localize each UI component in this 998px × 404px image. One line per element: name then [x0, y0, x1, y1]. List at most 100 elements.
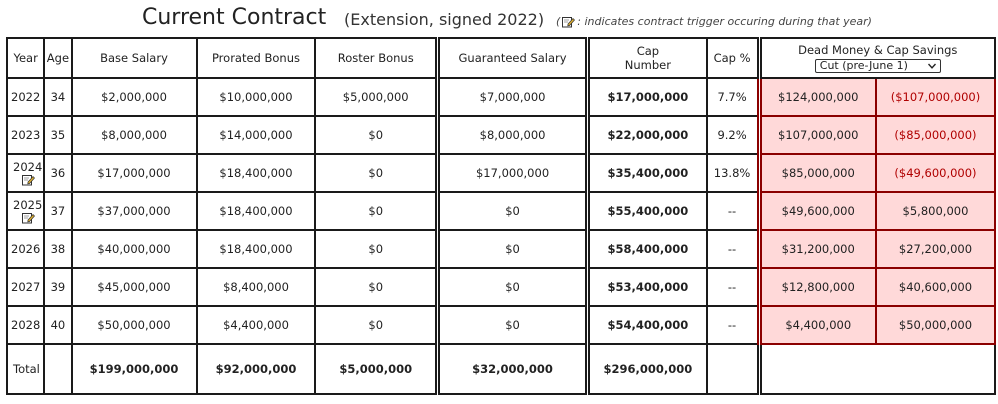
trigger-legend: ( : indicates contract trigger occuring … — [556, 15, 872, 28]
cap-pct-cell: -- — [705, 305, 761, 345]
header-cap-number: Cap Number — [585, 37, 708, 79]
roster-bonus-cell: $0 — [314, 153, 439, 193]
cap-savings-cell: $40,600,000 — [874, 267, 997, 307]
roster-bonus-cell: $0 — [314, 305, 439, 345]
cap-pct-cell: 13.8% — [705, 153, 761, 193]
table-header-row: Year Age Base Salary Prorated Bonus Rost… — [5, 37, 996, 79]
prorated-bonus-cell: $10,000,000 — [195, 77, 317, 117]
totals-age-cell — [43, 343, 73, 395]
cut-type-select-value: Cut (pre-June 1) — [819, 59, 908, 73]
base-salary-cell: $2,000,000 — [70, 77, 198, 117]
cap-pct-cell: 7.7% — [705, 77, 761, 117]
cap-savings-cell: ($85,000,000) — [874, 115, 997, 155]
dead-money-cell: $31,200,000 — [756, 229, 877, 269]
year-value: 2024 — [13, 159, 43, 174]
header-base-salary: Base Salary — [70, 37, 198, 79]
cap-pct-cell: -- — [705, 229, 761, 269]
guaranteed-salary-cell: $8,000,000 — [434, 115, 589, 155]
cap-number-cell: $35,400,000 — [585, 153, 708, 193]
prorated-bonus-cell: $18,400,000 — [195, 153, 317, 193]
title-row: Current Contract (Extension, signed 2022… — [0, 0, 998, 36]
year-cell: 2023 — [5, 115, 46, 155]
prorated-bonus-cell: $14,000,000 — [195, 115, 317, 155]
table-row: 2028 40 $50,000,000 $4,400,000 $0 $0 $54,400,0… — [5, 305, 997, 345]
dead-money-title: Dead Money & Cap Savings — [798, 42, 958, 57]
header-guaranteed-salary: Guaranteed Salary — [434, 37, 589, 79]
age-cell: 34 — [43, 77, 73, 117]
cap-number-cell: $54,400,000 — [585, 305, 708, 345]
header-cap-pct: Cap % — [705, 37, 761, 79]
age-cell: 40 — [43, 305, 73, 345]
guaranteed-salary-cell: $0 — [434, 305, 589, 345]
cap-number-cell: $53,400,000 — [585, 267, 708, 307]
totals-label: Total — [5, 343, 46, 395]
cap-number-cell: $22,000,000 — [585, 115, 708, 155]
roster-bonus-cell: $0 — [314, 115, 439, 155]
prorated-bonus-cell: $8,400,000 — [195, 267, 317, 307]
table-row: 2023 35 $8,000,000 $14,000,000 $0 $8,000,000 $… — [5, 115, 997, 155]
dead-money-cell: $12,800,000 — [756, 267, 877, 307]
cap-savings-cell: $50,000,000 — [874, 305, 997, 345]
cap-savings-cell: $5,800,000 — [874, 191, 997, 231]
header-cap-number-line2: Number — [624, 58, 671, 72]
base-salary-cell: $8,000,000 — [70, 115, 198, 155]
guaranteed-salary-cell: $7,000,000 — [434, 77, 589, 117]
totals-prorated-bonus: $92,000,000 — [195, 343, 317, 395]
legend-text: : indicates contract trigger occuring du… — [577, 15, 872, 28]
roster-bonus-cell: $0 — [314, 229, 439, 269]
header-year: Year — [5, 37, 46, 79]
totals-roster-bonus: $5,000,000 — [314, 343, 439, 395]
base-salary-cell: $17,000,000 — [70, 153, 198, 193]
cap-savings-cell: ($107,000,000) — [874, 77, 997, 117]
age-cell: 36 — [43, 153, 73, 193]
roster-bonus-cell: $5,000,000 — [314, 77, 439, 117]
totals-base-salary: $199,000,000 — [70, 343, 198, 395]
year-cell: 2022 — [5, 77, 46, 117]
prorated-bonus-cell: $4,400,000 — [195, 305, 317, 345]
year-cell: 2024 — [5, 153, 46, 193]
totals-row: Total $199,000,000 $92,000,000 $5,000,000 $3… — [5, 343, 996, 395]
base-salary-cell: $37,000,000 — [70, 191, 198, 231]
roster-bonus-cell: $0 — [314, 191, 439, 231]
table-row: 2027 39 $45,000,000 $8,400,000 $0 $0 $53,400,0… — [5, 267, 997, 307]
age-cell: 37 — [43, 191, 73, 231]
year-value: 2027 — [11, 280, 41, 294]
cap-pct-cell: -- — [705, 191, 761, 231]
dead-money-cell: $107,000,000 — [756, 115, 877, 155]
roster-bonus-cell: $0 — [314, 267, 439, 307]
age-cell: 35 — [43, 115, 73, 155]
contract-subtitle: (Extension, signed 2022) — [344, 10, 545, 29]
cut-type-select[interactable]: Cut (pre-June 1) — [814, 58, 941, 73]
year-cell: 2027 — [5, 267, 46, 307]
base-salary-cell: $40,000,000 — [70, 229, 198, 269]
base-salary-cell: $50,000,000 — [70, 305, 198, 345]
header-dead-money: Dead Money & Cap Savings Cut (pre-June 1… — [756, 37, 996, 79]
cap-number-cell: $58,400,000 — [585, 229, 708, 269]
cap-savings-cell: ($49,600,000) — [874, 153, 997, 193]
age-cell: 39 — [43, 267, 73, 307]
year-value: 2026 — [11, 242, 41, 256]
cap-pct-cell: -- — [705, 267, 761, 307]
note-pencil-icon — [21, 212, 35, 223]
guaranteed-salary-cell: $17,000,000 — [434, 153, 589, 193]
dead-money-cell: $4,400,000 — [756, 305, 877, 345]
guaranteed-salary-cell: $0 — [434, 191, 589, 231]
year-value: 2025 — [13, 197, 43, 212]
table-row: 2026 38 $40,000,000 $18,400,000 $0 $0 $58,400,… — [5, 229, 997, 269]
age-cell: 38 — [43, 229, 73, 269]
page-title: Current Contract — [142, 5, 327, 30]
totals-guaranteed-salary: $32,000,000 — [434, 343, 589, 395]
dead-money-cell: $49,600,000 — [756, 191, 877, 231]
totals-cap-number: $296,000,000 — [585, 343, 708, 395]
base-salary-cell: $45,000,000 — [70, 267, 198, 307]
cap-savings-cell: $27,200,000 — [874, 229, 997, 269]
guaranteed-salary-cell: $0 — [434, 267, 589, 307]
header-cap-number-line1: Cap — [636, 44, 660, 58]
header-prorated-bonus: Prorated Bonus — [195, 37, 317, 79]
year-cell: 2028 — [5, 305, 46, 345]
header-age: Age — [43, 37, 73, 79]
year-value: 2022 — [11, 90, 41, 104]
totals-cap-pct — [705, 343, 761, 395]
chevron-down-icon — [927, 63, 936, 69]
